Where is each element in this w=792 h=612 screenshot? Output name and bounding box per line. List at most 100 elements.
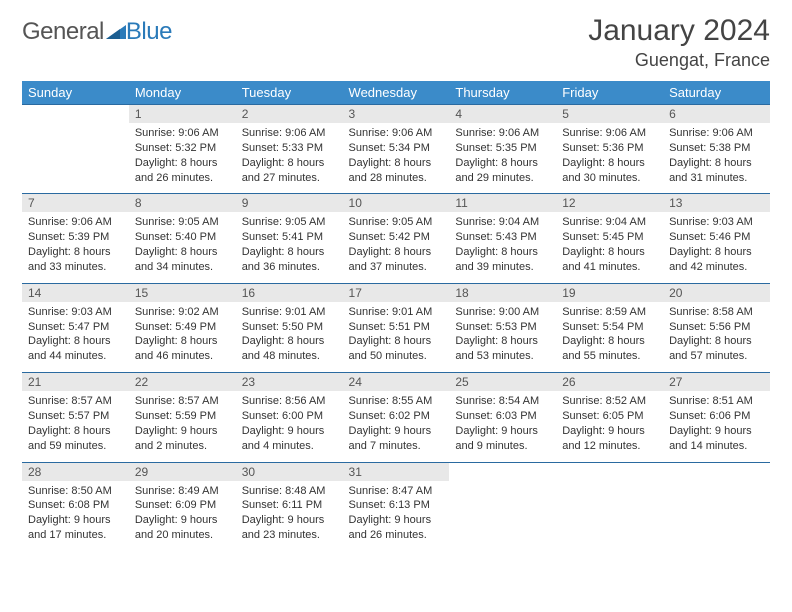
brand-logo: General Blue: [22, 14, 172, 46]
calendar-cell: 15Sunrise: 9:02 AMSunset: 5:49 PMDayligh…: [129, 283, 236, 372]
day-body: Sunrise: 9:03 AMSunset: 5:47 PMDaylight:…: [22, 302, 129, 372]
day-body: Sunrise: 9:04 AMSunset: 5:43 PMDaylight:…: [449, 212, 556, 282]
day-body: Sunrise: 8:59 AMSunset: 5:54 PMDaylight:…: [556, 302, 663, 372]
day-number: 12: [556, 194, 663, 212]
month-title: January 2024: [588, 14, 770, 48]
day-number: 23: [236, 373, 343, 391]
calendar-cell: [449, 462, 556, 551]
calendar-cell: 29Sunrise: 8:49 AMSunset: 6:09 PMDayligh…: [129, 462, 236, 551]
title-block: January 2024 Guengat, France: [588, 14, 770, 71]
calendar-cell: 4Sunrise: 9:06 AMSunset: 5:35 PMDaylight…: [449, 105, 556, 194]
day-number: 8: [129, 194, 236, 212]
day-number: 13: [663, 194, 770, 212]
calendar-cell: [556, 462, 663, 551]
calendar-cell: 7Sunrise: 9:06 AMSunset: 5:39 PMDaylight…: [22, 194, 129, 283]
calendar-cell: 31Sunrise: 8:47 AMSunset: 6:13 PMDayligh…: [343, 462, 450, 551]
calendar-cell: 5Sunrise: 9:06 AMSunset: 5:36 PMDaylight…: [556, 105, 663, 194]
calendar-cell: 30Sunrise: 8:48 AMSunset: 6:11 PMDayligh…: [236, 462, 343, 551]
calendar-cell: 6Sunrise: 9:06 AMSunset: 5:38 PMDaylight…: [663, 105, 770, 194]
day-body: Sunrise: 8:55 AMSunset: 6:02 PMDaylight:…: [343, 391, 450, 461]
calendar-cell: 24Sunrise: 8:55 AMSunset: 6:02 PMDayligh…: [343, 373, 450, 462]
day-number: 9: [236, 194, 343, 212]
day-number: 6: [663, 105, 770, 123]
calendar-cell: 20Sunrise: 8:58 AMSunset: 5:56 PMDayligh…: [663, 283, 770, 372]
day-number: 25: [449, 373, 556, 391]
day-body: Sunrise: 8:51 AMSunset: 6:06 PMDaylight:…: [663, 391, 770, 461]
day-number: 20: [663, 284, 770, 302]
weekday-header: Monday: [129, 81, 236, 105]
day-body: Sunrise: 9:06 AMSunset: 5:39 PMDaylight:…: [22, 212, 129, 282]
calendar-head: SundayMondayTuesdayWednesdayThursdayFrid…: [22, 81, 770, 105]
day-number: 27: [663, 373, 770, 391]
day-number: 11: [449, 194, 556, 212]
day-body: Sunrise: 8:57 AMSunset: 5:57 PMDaylight:…: [22, 391, 129, 461]
calendar-cell: 12Sunrise: 9:04 AMSunset: 5:45 PMDayligh…: [556, 194, 663, 283]
weekday-header: Friday: [556, 81, 663, 105]
weekday-header: Saturday: [663, 81, 770, 105]
day-number: 2: [236, 105, 343, 123]
calendar-cell: 2Sunrise: 9:06 AMSunset: 5:33 PMDaylight…: [236, 105, 343, 194]
day-number: 18: [449, 284, 556, 302]
day-number: 24: [343, 373, 450, 391]
day-body: Sunrise: 8:54 AMSunset: 6:03 PMDaylight:…: [449, 391, 556, 461]
day-body: Sunrise: 8:50 AMSunset: 6:08 PMDaylight:…: [22, 481, 129, 551]
page-header: General Blue January 2024 Guengat, Franc…: [22, 14, 770, 71]
calendar-cell: 23Sunrise: 8:56 AMSunset: 6:00 PMDayligh…: [236, 373, 343, 462]
day-number: 22: [129, 373, 236, 391]
weekday-header: Thursday: [449, 81, 556, 105]
calendar-cell: 13Sunrise: 9:03 AMSunset: 5:46 PMDayligh…: [663, 194, 770, 283]
calendar-cell: [663, 462, 770, 551]
calendar-cell: 1Sunrise: 9:06 AMSunset: 5:32 PMDaylight…: [129, 105, 236, 194]
day-body: Sunrise: 8:57 AMSunset: 5:59 PMDaylight:…: [129, 391, 236, 461]
day-number: 7: [22, 194, 129, 212]
calendar-cell: 14Sunrise: 9:03 AMSunset: 5:47 PMDayligh…: [22, 283, 129, 372]
calendar-cell: 22Sunrise: 8:57 AMSunset: 5:59 PMDayligh…: [129, 373, 236, 462]
weekday-header: Tuesday: [236, 81, 343, 105]
day-body: Sunrise: 9:06 AMSunset: 5:35 PMDaylight:…: [449, 123, 556, 193]
day-body: Sunrise: 9:01 AMSunset: 5:51 PMDaylight:…: [343, 302, 450, 372]
day-number: 21: [22, 373, 129, 391]
day-number: 1: [129, 105, 236, 123]
day-number: 4: [449, 105, 556, 123]
calendar-cell: 28Sunrise: 8:50 AMSunset: 6:08 PMDayligh…: [22, 462, 129, 551]
day-number: 5: [556, 105, 663, 123]
calendar-cell: 10Sunrise: 9:05 AMSunset: 5:42 PMDayligh…: [343, 194, 450, 283]
day-body: Sunrise: 9:05 AMSunset: 5:42 PMDaylight:…: [343, 212, 450, 282]
day-body: Sunrise: 8:47 AMSunset: 6:13 PMDaylight:…: [343, 481, 450, 551]
day-body: Sunrise: 8:48 AMSunset: 6:11 PMDaylight:…: [236, 481, 343, 551]
day-body: Sunrise: 9:01 AMSunset: 5:50 PMDaylight:…: [236, 302, 343, 372]
day-body: Sunrise: 8:58 AMSunset: 5:56 PMDaylight:…: [663, 302, 770, 372]
calendar-table: SundayMondayTuesdayWednesdayThursdayFrid…: [22, 81, 770, 551]
day-number: 19: [556, 284, 663, 302]
day-number: 28: [22, 463, 129, 481]
calendar-cell: 26Sunrise: 8:52 AMSunset: 6:05 PMDayligh…: [556, 373, 663, 462]
day-body: Sunrise: 8:49 AMSunset: 6:09 PMDaylight:…: [129, 481, 236, 551]
day-body: Sunrise: 9:06 AMSunset: 5:33 PMDaylight:…: [236, 123, 343, 193]
brand-general: General: [22, 18, 104, 45]
day-number: 17: [343, 284, 450, 302]
calendar-cell: 16Sunrise: 9:01 AMSunset: 5:50 PMDayligh…: [236, 283, 343, 372]
brand-blue: Blue: [126, 18, 172, 46]
day-number: 15: [129, 284, 236, 302]
day-number: 26: [556, 373, 663, 391]
day-number: 14: [22, 284, 129, 302]
calendar-cell: 11Sunrise: 9:04 AMSunset: 5:43 PMDayligh…: [449, 194, 556, 283]
day-body: Sunrise: 8:56 AMSunset: 6:00 PMDaylight:…: [236, 391, 343, 461]
day-body: Sunrise: 9:05 AMSunset: 5:41 PMDaylight:…: [236, 212, 343, 282]
calendar-cell: 21Sunrise: 8:57 AMSunset: 5:57 PMDayligh…: [22, 373, 129, 462]
day-number: 31: [343, 463, 450, 481]
calendar-cell: 3Sunrise: 9:06 AMSunset: 5:34 PMDaylight…: [343, 105, 450, 194]
calendar-cell: 27Sunrise: 8:51 AMSunset: 6:06 PMDayligh…: [663, 373, 770, 462]
day-body: Sunrise: 9:03 AMSunset: 5:46 PMDaylight:…: [663, 212, 770, 282]
day-number: 16: [236, 284, 343, 302]
day-body: Sunrise: 9:06 AMSunset: 5:34 PMDaylight:…: [343, 123, 450, 193]
calendar-cell: 25Sunrise: 8:54 AMSunset: 6:03 PMDayligh…: [449, 373, 556, 462]
day-number: 29: [129, 463, 236, 481]
day-number: 30: [236, 463, 343, 481]
weekday-header: Wednesday: [343, 81, 450, 105]
day-body: Sunrise: 9:06 AMSunset: 5:38 PMDaylight:…: [663, 123, 770, 193]
brand-triangle-icon: [106, 18, 126, 46]
day-number: 10: [343, 194, 450, 212]
calendar-cell: 8Sunrise: 9:05 AMSunset: 5:40 PMDaylight…: [129, 194, 236, 283]
calendar-cell: 9Sunrise: 9:05 AMSunset: 5:41 PMDaylight…: [236, 194, 343, 283]
